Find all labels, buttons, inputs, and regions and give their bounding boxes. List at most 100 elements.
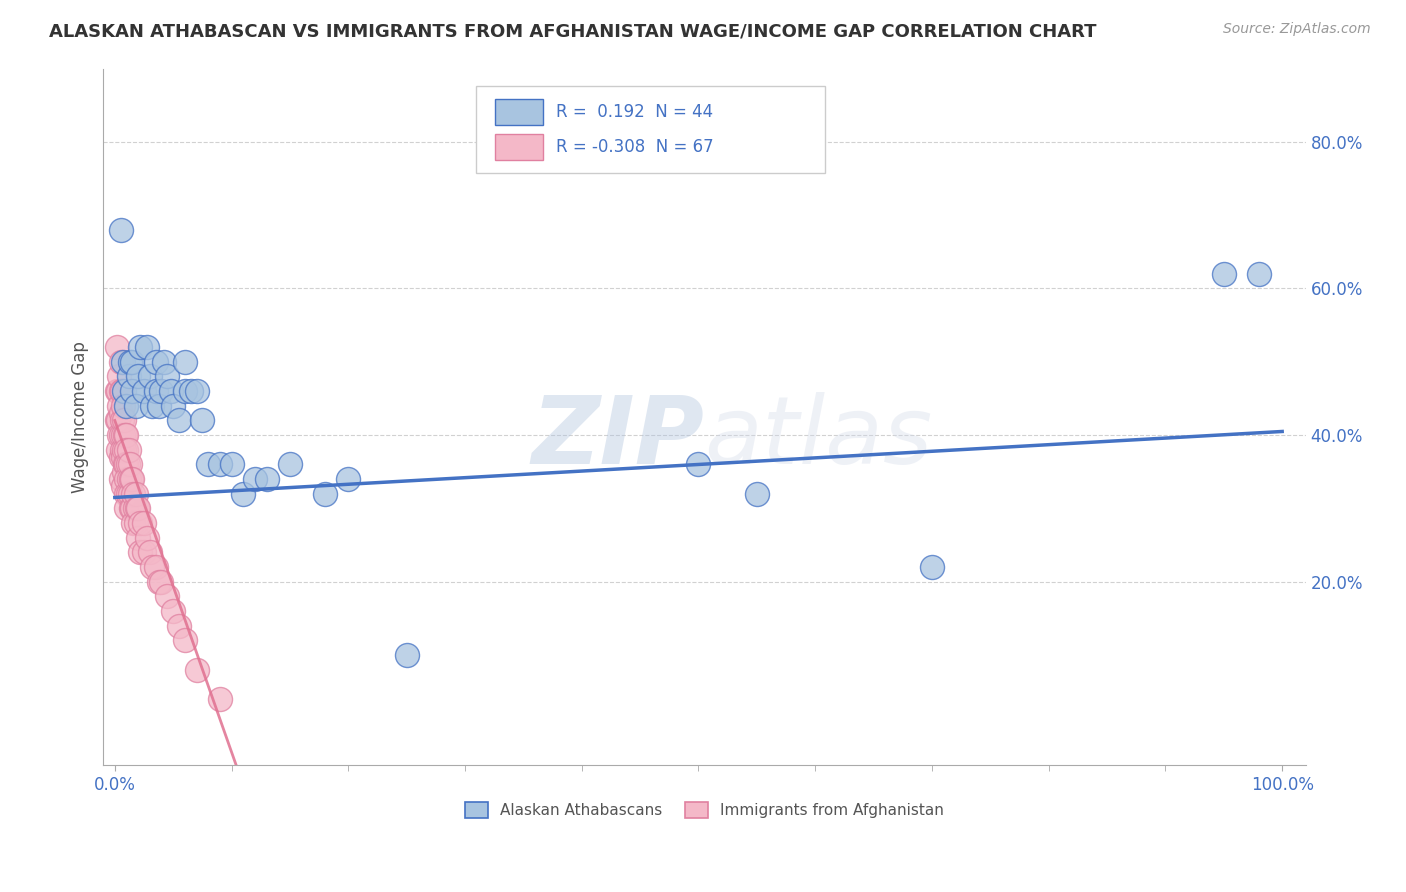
Point xyxy=(115,428,138,442)
Point xyxy=(156,590,179,604)
FancyBboxPatch shape xyxy=(475,86,824,173)
Point xyxy=(256,472,278,486)
Point xyxy=(921,560,943,574)
Point xyxy=(118,472,141,486)
Point xyxy=(141,399,163,413)
Point xyxy=(105,340,128,354)
Point xyxy=(136,531,159,545)
Point xyxy=(145,384,167,399)
Point xyxy=(150,574,173,589)
Point xyxy=(110,428,132,442)
Point xyxy=(132,545,155,559)
Text: R =  0.192  N = 44: R = 0.192 N = 44 xyxy=(557,103,714,121)
Point xyxy=(108,399,131,413)
Point xyxy=(150,384,173,399)
Point xyxy=(129,545,152,559)
Point xyxy=(232,487,254,501)
Point xyxy=(118,355,141,369)
Point xyxy=(125,501,148,516)
Point xyxy=(167,619,190,633)
Point xyxy=(173,384,195,399)
Point xyxy=(108,428,131,442)
Point xyxy=(108,369,131,384)
Point xyxy=(121,355,143,369)
Point xyxy=(114,458,136,472)
Point xyxy=(115,442,138,457)
Point xyxy=(145,560,167,574)
Point xyxy=(688,458,710,472)
Point xyxy=(111,428,134,442)
Point xyxy=(107,384,129,399)
Point xyxy=(117,458,139,472)
Point xyxy=(208,458,231,472)
Point xyxy=(115,487,138,501)
Point xyxy=(122,516,145,530)
Y-axis label: Wage/Income Gap: Wage/Income Gap xyxy=(72,341,89,492)
Point xyxy=(197,458,219,472)
Point xyxy=(112,384,135,399)
FancyBboxPatch shape xyxy=(495,134,543,160)
Point xyxy=(129,340,152,354)
Point xyxy=(173,633,195,648)
Point xyxy=(118,442,141,457)
Point xyxy=(173,355,195,369)
Point xyxy=(156,369,179,384)
Point xyxy=(107,442,129,457)
Point xyxy=(112,442,135,457)
Point xyxy=(110,223,132,237)
Point xyxy=(153,355,176,369)
Point xyxy=(121,501,143,516)
Point xyxy=(111,355,134,369)
Point xyxy=(127,369,149,384)
Point xyxy=(111,384,134,399)
Point xyxy=(110,472,132,486)
Point xyxy=(120,501,142,516)
Point xyxy=(127,501,149,516)
Point xyxy=(110,384,132,399)
Text: R = -0.308  N = 67: R = -0.308 N = 67 xyxy=(557,138,714,156)
Text: Source: ZipAtlas.com: Source: ZipAtlas.com xyxy=(1223,22,1371,37)
Point xyxy=(314,487,336,501)
Point xyxy=(148,574,170,589)
Point xyxy=(125,399,148,413)
Point xyxy=(139,369,162,384)
Point xyxy=(117,487,139,501)
Point xyxy=(745,487,768,501)
Point xyxy=(141,560,163,574)
Point xyxy=(110,355,132,369)
Point xyxy=(145,355,167,369)
Point xyxy=(118,458,141,472)
Point xyxy=(132,384,155,399)
Point xyxy=(118,487,141,501)
Point xyxy=(129,516,152,530)
Point xyxy=(125,516,148,530)
Point xyxy=(278,458,301,472)
Point xyxy=(221,458,243,472)
Point xyxy=(1247,267,1270,281)
Point xyxy=(111,399,134,413)
Point xyxy=(167,413,190,427)
Point xyxy=(127,531,149,545)
Point xyxy=(120,472,142,486)
Point xyxy=(337,472,360,486)
Point xyxy=(105,384,128,399)
Text: atlas: atlas xyxy=(704,392,932,483)
Point xyxy=(136,340,159,354)
Point xyxy=(121,384,143,399)
Point xyxy=(148,399,170,413)
Point xyxy=(180,384,202,399)
Point xyxy=(111,442,134,457)
Point xyxy=(114,428,136,442)
Point xyxy=(132,516,155,530)
Point xyxy=(125,487,148,501)
Point xyxy=(111,413,134,427)
Point xyxy=(208,692,231,706)
Point xyxy=(395,648,418,662)
Point xyxy=(186,384,208,399)
Point xyxy=(107,413,129,427)
Point xyxy=(111,450,134,464)
Legend: Alaskan Athabascans, Immigrants from Afghanistan: Alaskan Athabascans, Immigrants from Afg… xyxy=(458,796,950,824)
Point xyxy=(121,472,143,486)
Point xyxy=(162,399,184,413)
Point xyxy=(112,413,135,427)
